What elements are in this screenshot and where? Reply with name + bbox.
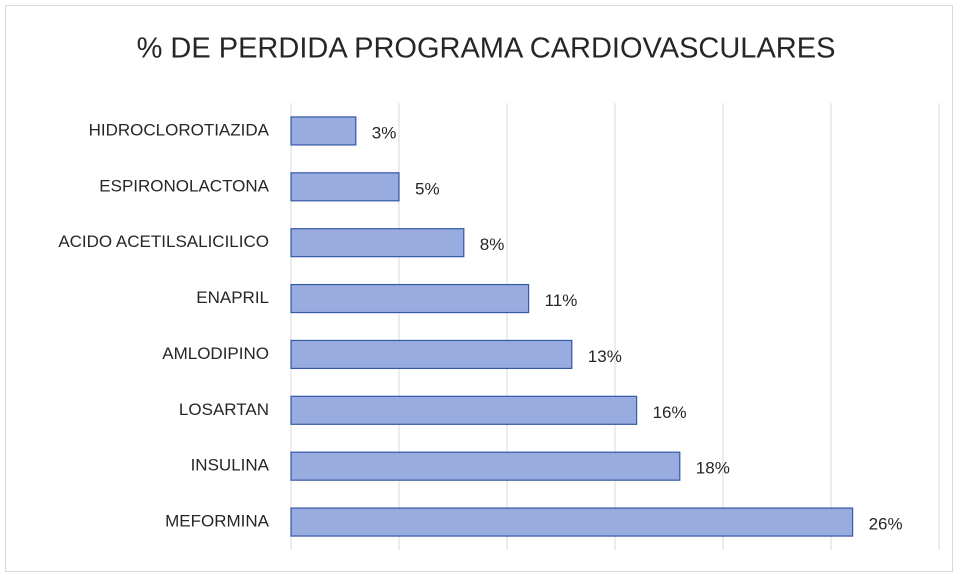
y-tick-label: ENAPRIL (196, 288, 269, 307)
chart-title: % DE PERDIDA PROGRAMA CARDIOVASCULARES (137, 33, 836, 65)
data-label: 8% (480, 235, 505, 254)
bar (290, 228, 465, 258)
bar (290, 283, 530, 314)
bar (290, 116, 357, 146)
bar (290, 395, 638, 425)
bar (290, 339, 573, 370)
y-tick-label: ACIDO ACETILSALICILICO (58, 232, 269, 251)
data-label: 18% (696, 459, 730, 478)
data-label: 5% (415, 179, 440, 198)
y-tick-label: HIDROCLOROTIAZIDA (89, 120, 270, 139)
y-tick-label: MEFORMINA (165, 512, 270, 531)
bar (290, 172, 400, 202)
data-label: 16% (653, 403, 687, 422)
data-label: 26% (869, 515, 903, 534)
y-tick-label: AMLODIPINO (162, 344, 269, 363)
y-tick-label: INSULINA (191, 456, 270, 475)
data-label: 13% (588, 347, 622, 366)
data-label: 3% (372, 123, 397, 142)
data-label: 11% (545, 291, 578, 310)
y-tick-label: ESPIRONOLACTONA (99, 176, 269, 195)
bar (290, 507, 854, 537)
y-tick-label: LOSARTAN (179, 400, 269, 419)
bar (290, 451, 681, 481)
